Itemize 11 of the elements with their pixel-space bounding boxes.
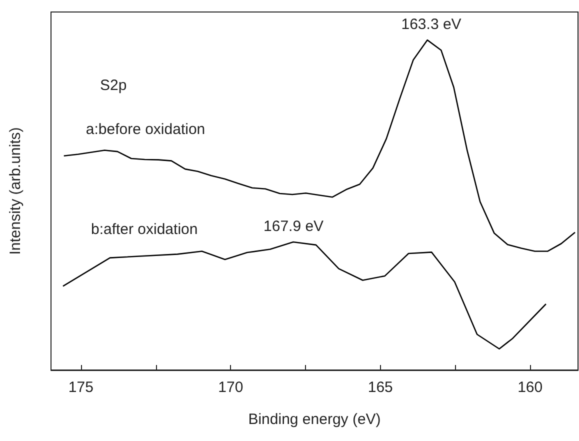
- annotation: S2p: [100, 77, 127, 94]
- x-tick-label: 165: [368, 379, 393, 396]
- x-tick-label: 160: [518, 379, 543, 396]
- y-axis-title: Intensity (arb.units): [7, 127, 24, 255]
- annotation: 167.9 eV: [264, 218, 324, 235]
- series-label: a:before oxidation: [86, 120, 206, 138]
- x-axis-title: Binding energy (eV): [248, 411, 381, 428]
- x-tick-label: 170: [218, 379, 244, 396]
- series-label: b:after oxidation: [90, 221, 198, 238]
- annotation: 163.3 eV: [401, 16, 462, 34]
- x-tick-label: 175: [68, 379, 94, 396]
